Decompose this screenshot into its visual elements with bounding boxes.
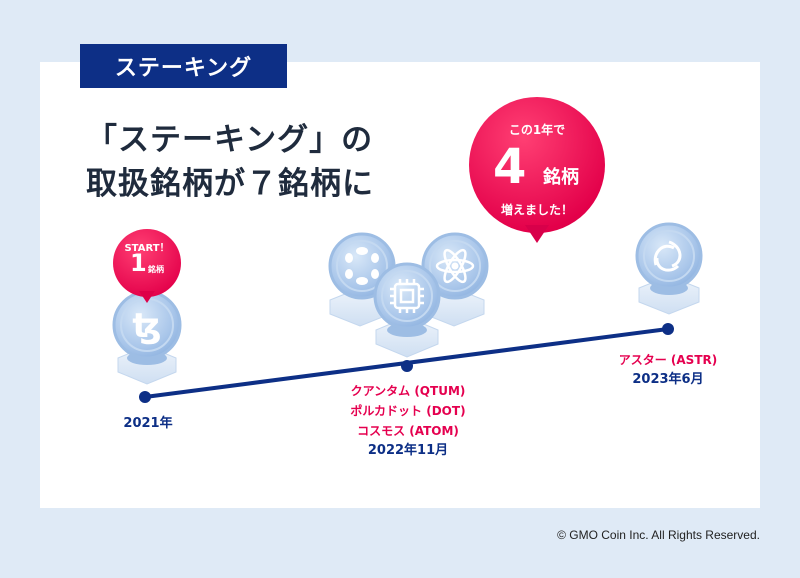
milestone-2023-date: 2023年6月 xyxy=(632,372,704,387)
svg-text:ꜩ: ꜩ xyxy=(132,306,161,346)
asset-dot: ポルカドット (DOT) xyxy=(350,404,466,418)
bubble-line-1: この1年で xyxy=(508,123,566,137)
tezos-icon: ꜩ xyxy=(112,290,182,385)
milestone-2022-date: 2022年11月 xyxy=(367,443,449,458)
section-tag: ステーキング xyxy=(80,44,287,88)
milestone-2022: クアンタム (QTUM) ポルカドット (DOT) コスモス (ATOM) 20… xyxy=(330,381,486,461)
timeline-dot-2023 xyxy=(662,323,674,335)
increase-bubble: この1年で 4 銘柄 増えました！ xyxy=(469,97,605,243)
headline: 「ステーキング」の 取扱銘柄が７銘柄に xyxy=(86,118,374,206)
bubble-line-3: 増えました！ xyxy=(500,203,573,217)
timeline-dot-2021 xyxy=(139,391,151,403)
timeline-dot-2022 xyxy=(401,360,413,372)
start-badge: START！ 1 銘柄 xyxy=(113,229,181,303)
bubble-unit: 銘柄 xyxy=(543,167,579,188)
milestone-2021-date: 2021年 xyxy=(123,416,173,431)
qtum-icon xyxy=(373,262,441,358)
headline-line-1: 「ステーキング」の xyxy=(86,122,374,158)
bubble-number: 4 xyxy=(493,139,527,195)
astar-icon xyxy=(635,222,703,315)
start-label: START！ xyxy=(124,243,170,254)
headline-line-2: 取扱銘柄が７銘柄に xyxy=(86,166,374,202)
asset-atom: コスモス (ATOM) xyxy=(357,424,459,438)
asset-qtum: クアンタム (QTUM) xyxy=(350,384,466,398)
milestone-2023: アスター (ASTR) 2023年6月 xyxy=(608,350,728,390)
start-unit: 銘柄 xyxy=(148,265,164,274)
copyright-text: © GMO Coin Inc. All Rights Reserved. xyxy=(557,528,760,542)
asset-astr: アスター (ASTR) xyxy=(618,353,718,367)
start-count: 1 xyxy=(130,249,147,277)
